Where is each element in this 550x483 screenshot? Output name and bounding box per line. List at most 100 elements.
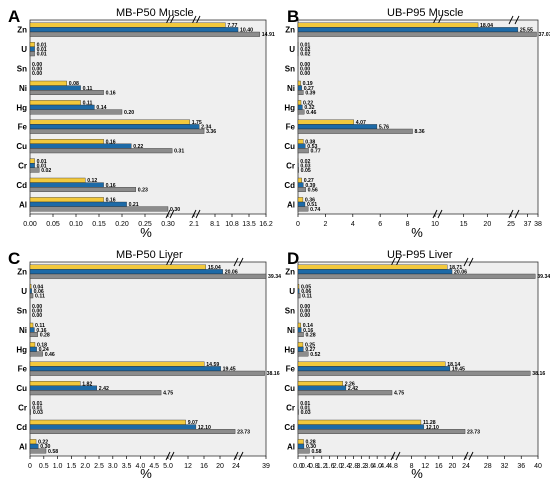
- axis-break-mark: [195, 209, 201, 219]
- data-label: 0.22: [38, 440, 48, 446]
- category-label: Ni: [287, 326, 295, 335]
- bar: [297, 370, 531, 376]
- data-label: 0.04: [33, 284, 43, 290]
- data-label: 0.01: [37, 159, 47, 165]
- data-label: 0.00: [32, 66, 42, 72]
- category-label: U: [21, 45, 27, 54]
- chart-panel-b: B UB-P95 Muscle 0 2 4 6 8 10 15 20 25 37 38% Zn 18.04 2…: [284, 7, 550, 240]
- x-tick-label: 25: [507, 221, 515, 228]
- data-label: 0.21: [129, 202, 139, 208]
- bar: [297, 124, 378, 130]
- x-tick-label: 2.1: [189, 221, 199, 228]
- category-label: U: [289, 45, 295, 54]
- chart-panel-d: D UB-P95 Liver 0.00.40.81.21.62.02.42.83.2…: [284, 249, 550, 481]
- category-label: Cr: [286, 162, 295, 171]
- data-label: 25.55: [520, 28, 533, 34]
- bar: [297, 187, 306, 192]
- bar: [29, 42, 35, 47]
- bar: [29, 273, 267, 279]
- bar: [29, 31, 260, 37]
- data-label: 18.04: [480, 23, 493, 29]
- x-tick-label: 6: [378, 221, 382, 228]
- category-label: Fe: [286, 365, 296, 374]
- data-label: 0.24: [39, 347, 49, 353]
- bar: [297, 22, 479, 28]
- x-tick-label: 0: [296, 221, 300, 228]
- x-tick-label: 1.0: [53, 463, 63, 470]
- category-label: Cr: [18, 404, 27, 413]
- category-label: Sn: [17, 307, 27, 316]
- bar: [29, 197, 104, 203]
- category-label: Hg: [16, 345, 27, 354]
- bar: [29, 439, 37, 445]
- x-tick-label: 0: [28, 463, 32, 470]
- data-label: 0.02: [300, 52, 310, 58]
- axis-break-mark: [468, 257, 474, 267]
- category-label: Sn: [285, 65, 295, 74]
- data-label: 9.07: [188, 420, 198, 426]
- axis-break-mark: [169, 451, 175, 461]
- x-tick-label: 0.30: [161, 221, 175, 228]
- data-label: 2.42: [99, 386, 109, 392]
- bar: [29, 206, 169, 212]
- plot-area: [297, 19, 539, 215]
- data-label: 0.00: [300, 313, 310, 319]
- bar: [29, 385, 97, 391]
- data-label: 0.06: [301, 289, 311, 295]
- x-tick-label: 1.2: [317, 463, 327, 470]
- x-tick-label: 8.1: [210, 221, 220, 228]
- data-label: 0.39: [305, 183, 315, 189]
- bar: [297, 148, 309, 154]
- bar: [29, 100, 81, 106]
- bar: [297, 288, 300, 294]
- bar: [297, 100, 302, 106]
- data-label: 0.00: [300, 304, 310, 310]
- data-label: 0.11: [35, 323, 45, 329]
- x-tick-label: 16: [435, 463, 443, 470]
- x-tick-label: 12: [184, 463, 192, 470]
- data-label: 0.16: [106, 90, 116, 96]
- bar: [29, 182, 104, 188]
- data-label: 0.01: [300, 42, 310, 48]
- x-tick-label: 36: [517, 463, 525, 470]
- bar: [29, 158, 35, 164]
- data-label: 39.34: [268, 274, 281, 280]
- data-label: 0.32: [304, 105, 314, 111]
- bar: [29, 85, 81, 91]
- panel-title: MB-P50 Muscle: [116, 7, 194, 19]
- bar: [29, 409, 32, 415]
- category-label: U: [289, 287, 295, 296]
- bar: [297, 143, 306, 149]
- bar: [29, 124, 200, 130]
- axis-break-mark: [437, 209, 443, 219]
- bar: [29, 148, 173, 154]
- data-label: 11.28: [423, 420, 436, 426]
- data-label: 0.02: [300, 47, 310, 53]
- data-label: 0.16: [303, 328, 313, 334]
- data-label: 0.27: [304, 86, 314, 92]
- bar: [29, 139, 104, 144]
- bar: [29, 288, 32, 294]
- category-label: Cd: [284, 181, 295, 190]
- bar: [297, 322, 301, 328]
- x-tick-label: 2.0: [333, 463, 343, 470]
- bar: [297, 409, 299, 415]
- x-tick-label: 3.2: [356, 463, 366, 470]
- bar: [297, 197, 304, 203]
- data-label: 0.00: [300, 308, 310, 314]
- x-tick-label: 0.5: [39, 463, 49, 470]
- x-tick-label: 4.5: [149, 463, 159, 470]
- axis-break-mark: [514, 209, 520, 219]
- chart-panel-a: A MB-P50 Muscle 0.00 0.05 0.10 0.15 0.20 0.25 0.…: [8, 7, 275, 240]
- bar: [29, 119, 190, 125]
- data-label: 0.01: [300, 405, 310, 411]
- bar: [297, 27, 519, 33]
- bar: [29, 22, 226, 28]
- x-tick-label: 0.00: [23, 221, 37, 228]
- data-label: 0.00: [32, 71, 42, 77]
- category-label: Cd: [284, 423, 295, 432]
- x-tick-label: 4.8: [388, 463, 398, 470]
- bar: [29, 201, 127, 207]
- x-tick-label: 8: [406, 221, 410, 228]
